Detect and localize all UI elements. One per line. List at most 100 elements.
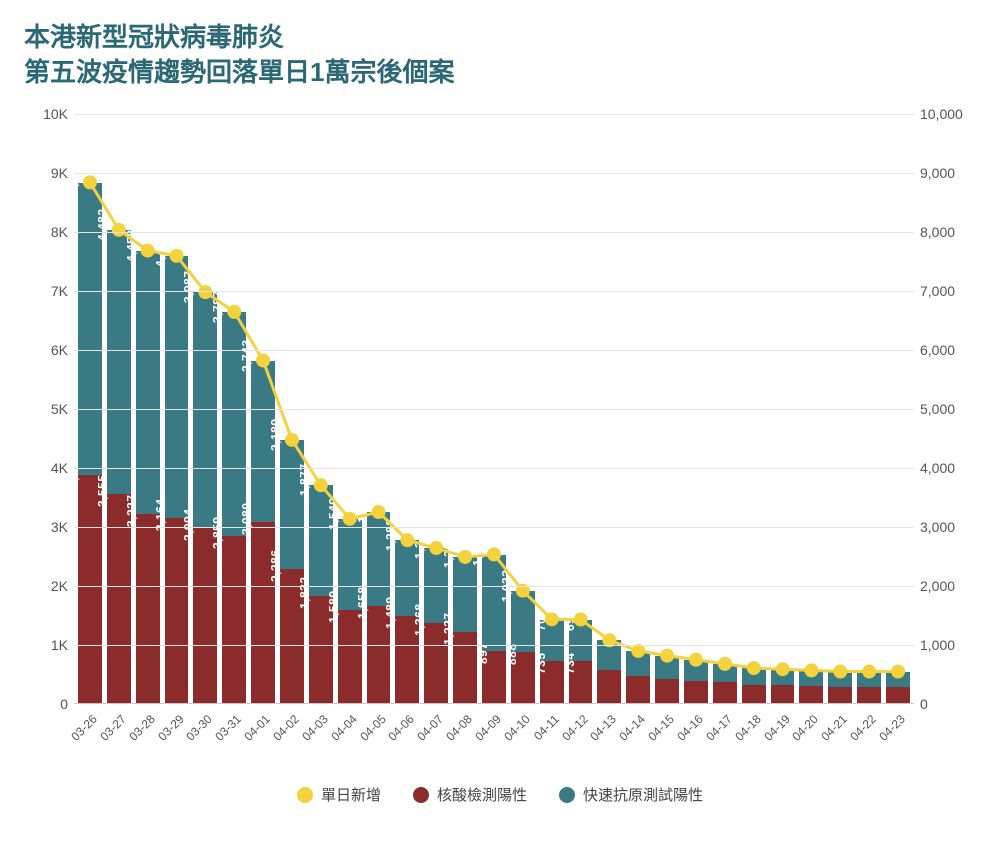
x-label-slot: 04-16 — [684, 704, 708, 774]
bar-stack — [886, 672, 910, 704]
bar-stack — [799, 671, 823, 705]
bar-stack: 1,2651,227 — [453, 557, 477, 704]
bar-segment-bottom: 897 — [482, 651, 506, 704]
x-label-slot: 03-28 — [136, 704, 160, 774]
y-right-tick-label: 10,000 — [920, 106, 976, 122]
x-label-slot: 04-13 — [597, 704, 621, 774]
gridline — [74, 409, 914, 410]
y-right-tick-label: 6,000 — [920, 342, 976, 358]
bar-segment-bottom: 888 — [511, 652, 535, 704]
bar-segment-top: 1,265 — [453, 557, 477, 632]
bar-segment-top — [655, 656, 679, 679]
x-label-slot: 04-23 — [886, 704, 910, 774]
bar-segment-bottom — [828, 687, 852, 705]
bar-value-label-top: 1,265 — [442, 536, 456, 569]
x-label-slot: 03-26 — [78, 704, 102, 774]
bar-segment-bottom — [799, 686, 823, 704]
x-label-slot: 04-02 — [280, 704, 304, 774]
legend-swatch — [413, 787, 429, 803]
x-label-slot: 04-10 — [511, 704, 535, 774]
bar-segment-bottom: 2,994 — [193, 528, 217, 705]
bar-value-label-top: 1,288 — [384, 519, 398, 552]
bar-value-label-top: 4,957 — [67, 161, 81, 194]
x-label-slot: 04-07 — [424, 704, 448, 774]
x-label-slot: 04-12 — [569, 704, 593, 774]
y-left-tick-label: 0 — [24, 696, 68, 712]
bar-segment-bottom: 1,227 — [453, 632, 477, 704]
y-left-tick-label: 1K — [24, 637, 68, 653]
y-left-tick-label: 7K — [24, 283, 68, 299]
x-label-slot: 04-06 — [395, 704, 419, 774]
y-right-tick-label: 0 — [920, 696, 976, 712]
gridline — [74, 350, 914, 351]
legend-swatch — [297, 787, 313, 803]
y-left-tick-label: 8K — [24, 224, 68, 240]
y-left-tick-label: 9K — [24, 165, 68, 181]
y-right-tick-label: 5,000 — [920, 401, 976, 417]
x-label-slot: 04-17 — [713, 704, 737, 774]
plot-area: 4,9573,8844,4823,5554,4583,2274,4323,164… — [74, 114, 914, 704]
bar-segment-top — [771, 669, 795, 685]
bar-stack — [655, 656, 679, 704]
x-label-slot: 04-05 — [367, 704, 391, 774]
bar-value-label-top: 1,638 — [471, 533, 485, 566]
bar-segment-bottom: 735 — [540, 661, 564, 704]
bar-stack: 3,9872,994 — [193, 292, 217, 704]
bar-value-label-bottom: 3,080 — [240, 503, 254, 536]
bar-segment-bottom: 1,589 — [338, 610, 362, 704]
gridline — [74, 468, 914, 469]
bar-segment-top — [713, 664, 737, 682]
x-tick-label: 04-11 — [531, 712, 562, 743]
bar-segment-bottom: 2,859 — [222, 536, 246, 705]
bar-stack: 700735 — [540, 620, 564, 705]
legend-item: 單日新增 — [297, 784, 381, 805]
x-label-slot: 04-14 — [626, 704, 650, 774]
bar-value-label-bottom: 1,368 — [413, 604, 427, 637]
gridline — [74, 232, 914, 233]
bar-segment-bottom: 734 — [569, 661, 593, 704]
bar-segment-bottom: 3,164 — [165, 518, 189, 705]
y-left-tick-label: 2K — [24, 578, 68, 594]
bar-stack: 4,4823,555 — [107, 230, 131, 704]
x-label-slot: 04-09 — [482, 704, 506, 774]
bar-segment-top — [626, 651, 650, 676]
x-label-slot: 04-20 — [799, 704, 823, 774]
bar-stack — [597, 640, 621, 704]
y-left-tick-label: 10K — [24, 106, 68, 122]
bar-segment-top — [799, 671, 823, 686]
bar-value-label-bottom: 3,555 — [96, 475, 110, 508]
bar-segment-top: 2,189 — [280, 440, 304, 569]
bar-value-label-bottom: 888 — [505, 643, 519, 665]
bar-value-label-top: 3,987 — [182, 271, 196, 304]
bar-value-label-top: 2,189 — [269, 419, 283, 452]
bar-value-label-top: 700 — [534, 609, 548, 631]
legend-label: 核酸檢測陽性 — [437, 784, 527, 805]
x-label-slot: 04-19 — [771, 704, 795, 774]
bar-value-label-bottom: 734 — [563, 652, 577, 674]
bar-value-label-bottom: 2,286 — [269, 550, 283, 583]
gridline — [74, 114, 914, 115]
bar-stack — [828, 672, 852, 704]
x-axis-labels: 03-2603-2703-2803-2903-3003-3104-0104-02… — [74, 704, 914, 774]
bar-segment-top — [684, 660, 708, 681]
gridline — [74, 173, 914, 174]
x-label-slot: 04-22 — [857, 704, 881, 774]
bar-value-label-bottom: 1,227 — [442, 612, 456, 645]
bar-value-label-top: 1,596 — [355, 491, 369, 524]
bar-stack: 2,7433,080 — [251, 361, 275, 705]
x-label-slot: 04-03 — [309, 704, 333, 774]
bar-segment-top — [886, 672, 910, 687]
bar-segment-bottom: 3,227 — [136, 514, 160, 704]
chart: 4,9573,8844,4823,5554,4583,2274,4323,164… — [24, 114, 976, 774]
y-right-tick-label: 1,000 — [920, 637, 976, 653]
bar-segment-bottom: 3,884 — [78, 475, 102, 704]
y-left-tick-label: 5K — [24, 401, 68, 417]
bar-segment-bottom — [886, 687, 910, 705]
chart-title: 本港新型冠狀病毒肺炎 第五波疫情趨勢回落單日1萬宗後個案 — [24, 20, 976, 90]
y-left-tick-label: 4K — [24, 460, 68, 476]
x-tick-label: 03-26 — [68, 712, 100, 744]
y-left-tick-label: 3K — [24, 519, 68, 535]
legend-label: 單日新增 — [321, 784, 381, 805]
bar-value-label-bottom: 3,884 — [67, 456, 81, 489]
x-label-slot: 04-18 — [742, 704, 766, 774]
